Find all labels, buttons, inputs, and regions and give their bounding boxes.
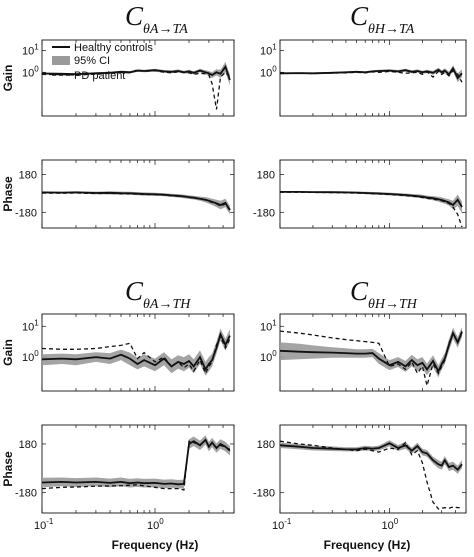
pd-patient-line — [280, 69, 463, 83]
panel-title: CθH→TA — [350, 1, 415, 37]
panel-top-right-gain: 100 101 CθH→TA — [260, 1, 467, 117]
panel-top-left-gain: 100 101 Gain CθA→TA — [1, 1, 235, 117]
y-axis-label: Gain — [1, 65, 15, 92]
y-tick-label: 100 — [22, 64, 39, 79]
plot-area — [42, 191, 231, 215]
plot-area — [42, 61, 231, 110]
panel-title: CθH→TH — [350, 276, 418, 312]
pd-patient-line — [42, 439, 231, 491]
y-tick-label: 180 — [19, 170, 37, 182]
panel-bottom-left-phase: 180 -180 10-1 100 Phase — [1, 424, 235, 532]
panel-bottom-right-phase: 180 -180 10-1 100 — [253, 424, 467, 532]
y-tick-label: 180 — [257, 170, 275, 182]
legend-ci-swatch — [52, 56, 70, 65]
axes-frame — [279, 39, 467, 117]
pd-patient-line — [42, 69, 231, 110]
pd-patient-line — [42, 335, 231, 375]
x-tick-label: 10-1 — [34, 517, 54, 532]
y-tick-label: -180 — [15, 207, 37, 219]
legend-pd-label: PD patient — [74, 70, 125, 82]
axes-frame — [279, 424, 467, 514]
pd-patient-line — [280, 440, 462, 510]
ci-band — [42, 435, 230, 489]
plot-area — [280, 191, 463, 228]
axes-frame — [279, 159, 467, 229]
panel-top-right-phase: 180 -180 — [253, 159, 467, 229]
axes-frame — [41, 159, 235, 229]
ci-band — [42, 328, 230, 376]
pd-patient-line — [280, 191, 463, 228]
x-tick-label: 10-1 — [272, 517, 292, 532]
axes-frame — [41, 313, 235, 392]
pd-patient-line — [280, 330, 463, 389]
axes-frame — [41, 424, 235, 514]
x-tick-label: 100 — [381, 517, 398, 532]
plot-area — [42, 435, 231, 491]
y-tick-label: 101 — [22, 42, 39, 57]
y-axis-label: Phase — [1, 176, 15, 212]
y-tick-label: -180 — [253, 488, 275, 500]
y-tick-label: 101 — [260, 318, 277, 333]
y-tick-label: 101 — [260, 42, 277, 57]
panel-title: CθA→TH — [125, 276, 191, 312]
y-tick-label: 180 — [19, 439, 37, 451]
plot-area — [280, 440, 463, 510]
x-axis-label-right: Frequency (Hz) — [324, 538, 411, 552]
panel-bottom-right-gain: 100 101 CθH→TH — [260, 276, 467, 392]
ci-band — [280, 440, 462, 474]
y-tick-label: -180 — [15, 488, 37, 500]
y-tick-label: -180 — [253, 207, 275, 219]
y-tick-label: 101 — [22, 318, 39, 333]
legend-ci-label: 95% CI — [74, 55, 110, 67]
y-tick-label: 100 — [22, 349, 39, 364]
y-axis-label: Phase — [1, 451, 15, 487]
ci-band — [280, 191, 462, 214]
panels-layer: 100101GainCθA→TA100101CθH→TA180-180Phase… — [1, 1, 467, 532]
panel-bottom-left-gain: 100 101 Gain CθA→TH — [1, 276, 235, 392]
y-tick-label: 100 — [260, 64, 277, 79]
healthy-controls-line — [42, 438, 231, 486]
legend: Healthy controls 95% CI PD patient — [52, 42, 153, 82]
pd-patient-line — [42, 192, 231, 210]
y-tick-label: 100 — [260, 349, 277, 364]
legend-healthy-label: Healthy controls — [74, 42, 153, 54]
plot-area — [280, 327, 463, 389]
axes-frame — [41, 39, 235, 117]
y-tick-label: 180 — [257, 439, 275, 451]
panel-title: CθA→TA — [125, 1, 188, 37]
y-axis-label: Gain — [1, 339, 15, 366]
plot-area — [280, 65, 463, 83]
x-tick-label: 100 — [147, 517, 164, 532]
x-axis-label-left: Frequency (Hz) — [112, 538, 199, 552]
plot-area — [42, 328, 231, 376]
